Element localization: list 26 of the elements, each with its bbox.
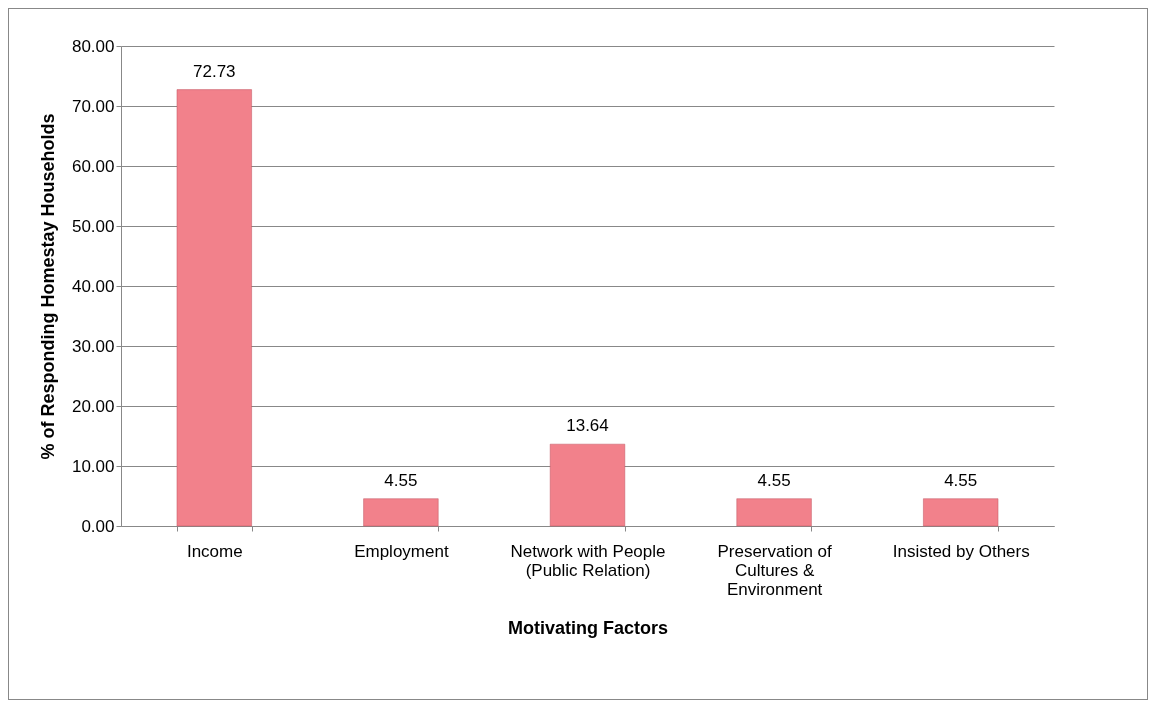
data-label: 4.55 — [757, 470, 791, 490]
bar — [736, 498, 812, 527]
bar — [176, 89, 252, 527]
y-tick-label: 10.00 — [71, 456, 115, 476]
y-tick-label: 50.00 — [71, 216, 115, 236]
y-axis-title: % of Responding Homestay Households — [37, 113, 58, 460]
data-label: 72.73 — [193, 61, 236, 81]
x-tick-label: Preservation of Cultures & Environment — [717, 541, 833, 599]
x-tick-label: Employment — [354, 541, 449, 561]
x-tick-label: Network with People (Public Relation) — [510, 541, 666, 580]
y-tick-label: 0.00 — [81, 516, 115, 536]
data-label: 4.55 — [944, 470, 978, 490]
x-tick-label: Income — [186, 541, 243, 561]
y-tick-label: 40.00 — [71, 276, 115, 296]
data-label: 13.64 — [566, 416, 609, 436]
y-tick-label: 80.00 — [71, 36, 115, 56]
x-axis-title: Motivating Factors — [507, 617, 669, 638]
y-tick-label: 70.00 — [71, 96, 115, 116]
y-tick-label: 30.00 — [71, 336, 115, 356]
bar — [923, 498, 999, 527]
y-tick-label: 60.00 — [71, 156, 115, 176]
bar — [363, 498, 439, 527]
data-label: 4.55 — [384, 470, 418, 490]
bar — [549, 443, 626, 527]
y-tick-label: 20.00 — [71, 396, 115, 416]
x-tick-label: Insisted by Others — [892, 541, 1030, 561]
